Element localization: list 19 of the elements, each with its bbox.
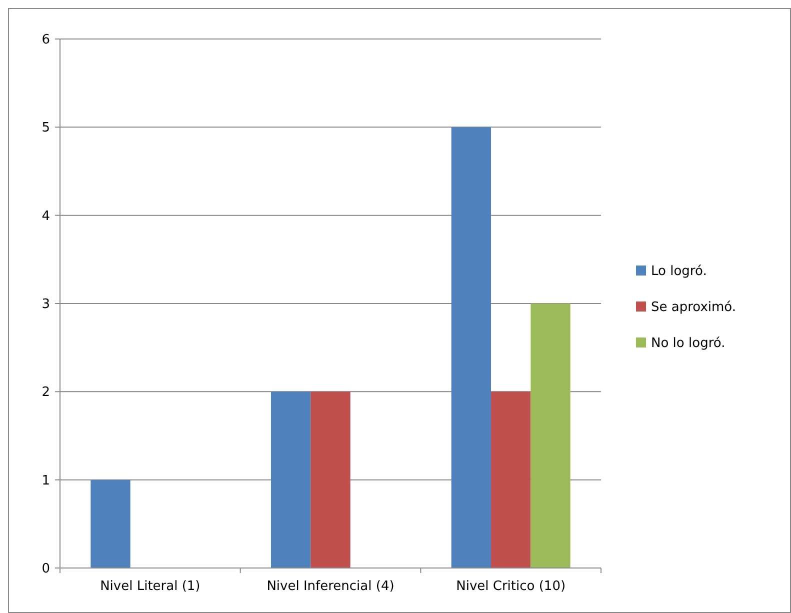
y-tick-label: 4 <box>42 208 50 224</box>
y-tick-label: 3 <box>42 297 50 312</box>
y-tick-label: 1 <box>42 473 50 488</box>
legend-label: Se aproximó. <box>651 300 736 316</box>
y-tick-label: 2 <box>42 385 50 400</box>
bar <box>270 392 311 568</box>
x-tick-label: Nivel Inferencial (4) <box>266 579 394 594</box>
x-tick-label: Nivel Literal (1) <box>100 579 200 594</box>
bar <box>451 127 491 568</box>
y-tick-label: 0 <box>42 562 50 577</box>
bar <box>530 304 570 568</box>
legend-label: Lo logró. <box>651 264 707 280</box>
y-tick-label: 6 <box>42 32 50 48</box>
bar <box>310 392 350 568</box>
legend-label: No lo logró. <box>651 336 726 352</box>
bar <box>490 392 531 568</box>
y-tick-label: 5 <box>42 120 50 136</box>
bar <box>90 480 130 568</box>
x-tick-label: Nivel Critico (10) <box>456 579 566 594</box>
